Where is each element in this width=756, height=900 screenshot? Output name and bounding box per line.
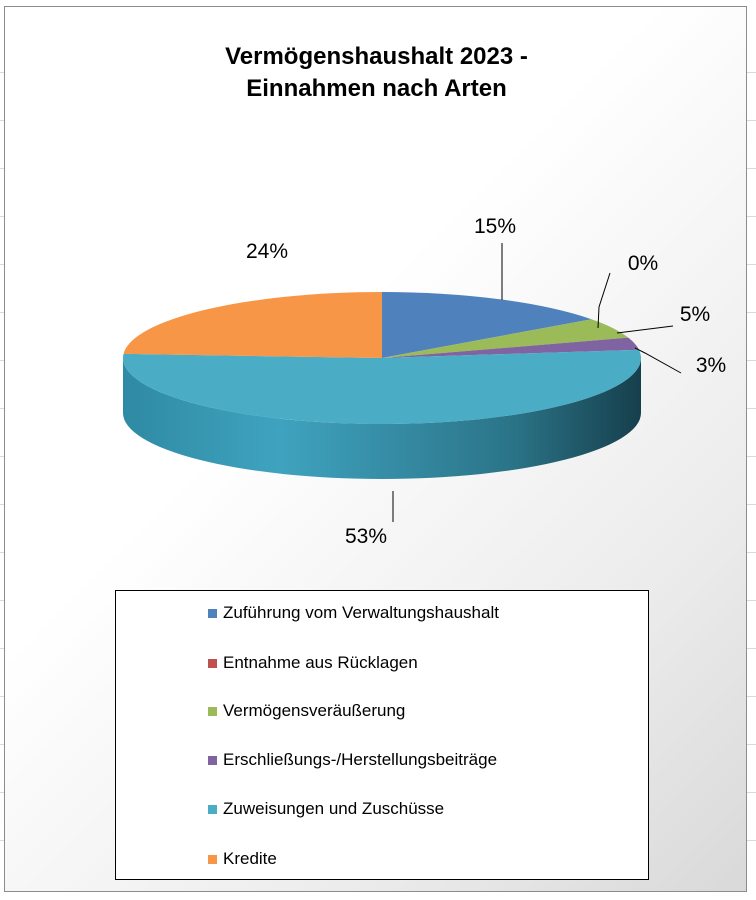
data-label-veraeusserung: 5% (680, 303, 710, 326)
data-label-zuweisungen: 53% (345, 525, 387, 548)
pie-leader-lines (392, 243, 682, 522)
chart-legend: Zuführung vom Verwaltungshaushalt Entnah… (115, 590, 649, 880)
legend-swatch (208, 658, 217, 668)
legend-swatch (208, 608, 217, 618)
legend-entry: Entnahme aus Rücklagen (208, 651, 418, 675)
chart-area[interactable]: Vermögenshaushalt 2023 - Einnahmen nach … (4, 6, 747, 892)
pie-side-zuweisungen (123, 358, 641, 479)
pie-slices (122, 292, 641, 424)
pie-sides (123, 358, 641, 479)
chart-title-line-1: Vermögenshaushalt 2023 - (225, 43, 528, 70)
legend-entry: Zuweisungen und Zuschüsse (208, 797, 444, 821)
chart-title-line-2: Einnahmen nach Arten (246, 75, 507, 102)
legend-entry: Kredite (208, 847, 277, 871)
data-label-entnahme: 0% (628, 252, 658, 275)
pie-slice-zuweisungen[interactable] (122, 349, 641, 424)
pie-chart: 15% 0% 5% 3% 53% 24% (122, 215, 726, 548)
legend-swatch (208, 706, 217, 716)
pie-slice-erschliessung[interactable] (382, 337, 639, 358)
leader-line-veraeusserung (616, 325, 674, 334)
data-label-erschliessung: 3% (696, 354, 726, 377)
legend-swatch (208, 755, 217, 765)
pie-slice-kredite[interactable] (123, 292, 382, 358)
legend-entry: Erschließungs-/Herstellungsbeiträge (208, 748, 497, 772)
legend-swatch (208, 804, 217, 814)
legend-label: Erschließungs-/Herstellungsbeiträge (223, 750, 498, 769)
legend-label: Kredite (223, 849, 277, 868)
leader-line-entnahme (597, 272, 611, 329)
legend-entry: Zuführung vom Verwaltungshaushalt (208, 601, 499, 625)
pie-slice-veraeusserung[interactable] (382, 319, 629, 358)
legend-label: Zuweisungen und Zuschüsse (223, 799, 445, 818)
legend-label: Zuführung vom Verwaltungshaushalt (223, 603, 499, 622)
pie-slice-zufuehrung[interactable] (382, 292, 592, 358)
legend-swatch (208, 854, 217, 864)
leader-line-erschliessung (634, 347, 682, 374)
legend-label: Entnahme aus Rücklagen (223, 653, 418, 672)
data-label-zufuehrung: 15% (474, 215, 516, 238)
pie-data-labels: 15% 0% 5% 3% 53% 24% (246, 215, 726, 548)
chart-title: Vermögenshaushalt 2023 - Einnahmen nach … (5, 41, 748, 105)
legend-label: Vermögensveräußerung (223, 701, 406, 720)
data-label-kredite: 24% (246, 240, 288, 263)
legend-entry: Vermögensveräußerung (208, 699, 405, 723)
